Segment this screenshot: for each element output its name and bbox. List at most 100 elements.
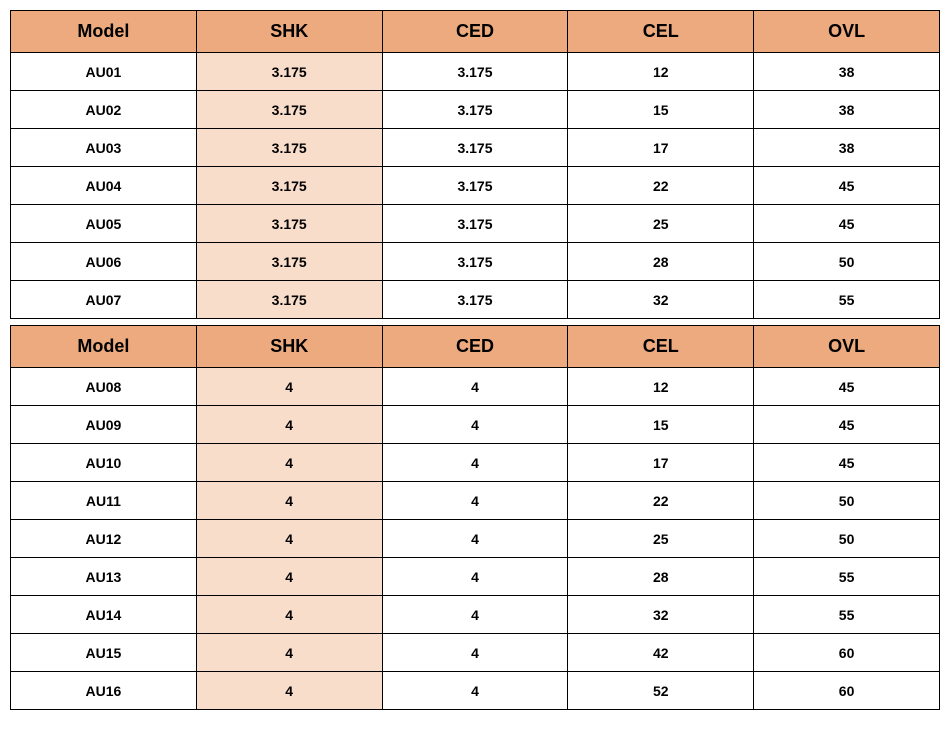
cell: 3.175: [196, 129, 382, 167]
cell: AU02: [11, 91, 197, 129]
cell: 12: [568, 53, 754, 91]
cell: 22: [568, 167, 754, 205]
cell: 45: [754, 167, 940, 205]
cell: 55: [754, 596, 940, 634]
cell: AU12: [11, 520, 197, 558]
table-row: AU13442855: [11, 558, 940, 596]
cell: 4: [382, 368, 568, 406]
cell: 3.175: [196, 205, 382, 243]
cell: 4: [196, 444, 382, 482]
cell: AU11: [11, 482, 197, 520]
cell: 3.175: [382, 243, 568, 281]
cell: 55: [754, 281, 940, 319]
cell: 17: [568, 129, 754, 167]
col-header-ovl: OVL: [754, 11, 940, 53]
cell: 4: [196, 558, 382, 596]
cell: AU07: [11, 281, 197, 319]
table-row: AU053.1753.1752545: [11, 205, 940, 243]
cell: 4: [196, 368, 382, 406]
cell: AU01: [11, 53, 197, 91]
cell: 17: [568, 444, 754, 482]
table-row: AU023.1753.1751538: [11, 91, 940, 129]
cell: 45: [754, 368, 940, 406]
cell: 4: [382, 520, 568, 558]
cell: AU14: [11, 596, 197, 634]
cell: 3.175: [196, 53, 382, 91]
cell: 38: [754, 129, 940, 167]
cell: 25: [568, 520, 754, 558]
table-row: AU043.1753.1752245: [11, 167, 940, 205]
col-header-cel: CEL: [568, 11, 754, 53]
cell: 4: [196, 634, 382, 672]
col-header-ced: CED: [382, 11, 568, 53]
cell: 50: [754, 482, 940, 520]
cell: 4: [382, 482, 568, 520]
cell: 4: [382, 634, 568, 672]
cell: 4: [382, 406, 568, 444]
table-row: AU16445260: [11, 672, 940, 710]
cell: 4: [382, 444, 568, 482]
cell: 45: [754, 406, 940, 444]
spec-table-1: ModelSHKCEDCELOVLAU08441245AU09441545AU1…: [10, 325, 940, 710]
cell: AU08: [11, 368, 197, 406]
cell: 4: [196, 672, 382, 710]
col-header-shk: SHK: [196, 326, 382, 368]
cell: 4: [196, 596, 382, 634]
cell: 4: [196, 482, 382, 520]
table-row: AU09441545: [11, 406, 940, 444]
cell: 55: [754, 558, 940, 596]
table-header-row: ModelSHKCEDCELOVL: [11, 11, 940, 53]
table-row: AU013.1753.1751238: [11, 53, 940, 91]
cell: 60: [754, 634, 940, 672]
cell: 4: [382, 596, 568, 634]
col-header-ovl: OVL: [754, 326, 940, 368]
cell: 15: [568, 91, 754, 129]
cell: AU15: [11, 634, 197, 672]
cell: 3.175: [382, 281, 568, 319]
cell: AU06: [11, 243, 197, 281]
col-header-ced: CED: [382, 326, 568, 368]
cell: 60: [754, 672, 940, 710]
cell: 50: [754, 520, 940, 558]
cell: 4: [382, 672, 568, 710]
tables-container: ModelSHKCEDCELOVLAU013.1753.1751238AU023…: [10, 10, 940, 710]
cell: 22: [568, 482, 754, 520]
table-row: AU063.1753.1752850: [11, 243, 940, 281]
cell: 15: [568, 406, 754, 444]
cell: 3.175: [196, 91, 382, 129]
table-row: AU15444260: [11, 634, 940, 672]
cell: 45: [754, 205, 940, 243]
cell: 3.175: [382, 205, 568, 243]
cell: 3.175: [382, 53, 568, 91]
cell: AU10: [11, 444, 197, 482]
cell: 32: [568, 596, 754, 634]
cell: AU13: [11, 558, 197, 596]
cell: 42: [568, 634, 754, 672]
table-row: AU12442550: [11, 520, 940, 558]
col-header-model: Model: [11, 11, 197, 53]
cell: 3.175: [382, 91, 568, 129]
cell: 4: [382, 558, 568, 596]
cell: AU16: [11, 672, 197, 710]
cell: 38: [754, 91, 940, 129]
table-row: AU033.1753.1751738: [11, 129, 940, 167]
col-header-cel: CEL: [568, 326, 754, 368]
cell: AU09: [11, 406, 197, 444]
table-row: AU073.1753.1753255: [11, 281, 940, 319]
col-header-shk: SHK: [196, 11, 382, 53]
cell: 38: [754, 53, 940, 91]
cell: 12: [568, 368, 754, 406]
table-row: AU11442250: [11, 482, 940, 520]
cell: 28: [568, 558, 754, 596]
table-row: AU08441245: [11, 368, 940, 406]
spec-table-0: ModelSHKCEDCELOVLAU013.1753.1751238AU023…: [10, 10, 940, 319]
table-row: AU10441745: [11, 444, 940, 482]
cell: 4: [196, 520, 382, 558]
col-header-model: Model: [11, 326, 197, 368]
cell: 3.175: [382, 129, 568, 167]
cell: 4: [196, 406, 382, 444]
cell: 28: [568, 243, 754, 281]
table-header-row: ModelSHKCEDCELOVL: [11, 326, 940, 368]
cell: 32: [568, 281, 754, 319]
cell: 3.175: [196, 243, 382, 281]
